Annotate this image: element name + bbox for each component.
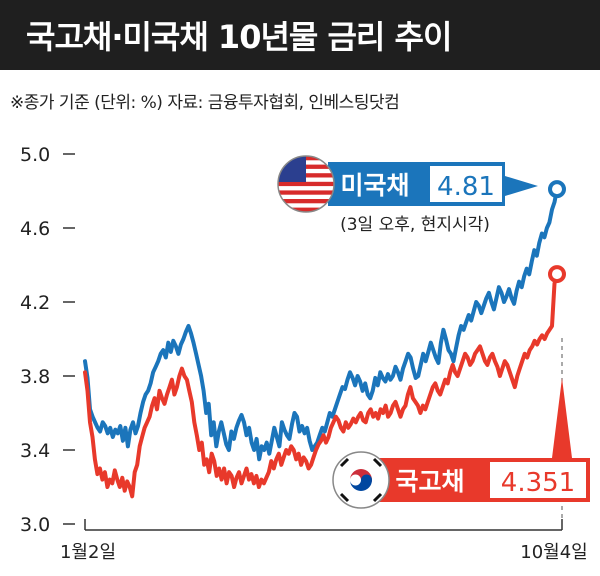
source-note: ※종가 기준 (단위: %) 자료: 금융투자협회, 인베스팅닷컴	[10, 93, 400, 113]
y-tick-label: 3.4	[20, 440, 50, 462]
us-flag-icon	[277, 155, 335, 213]
kr-end-value: 4.351	[501, 468, 575, 498]
x-label-start: 1월2일	[60, 542, 116, 563]
x-label-end: 10월4일	[520, 542, 587, 563]
y-tick-label: 5.0	[20, 144, 50, 166]
y-tick-label: 4.6	[20, 218, 50, 240]
us-end-value: 4.81	[437, 172, 495, 202]
kr-callout: 국고채 4.351	[372, 378, 590, 502]
kr-value-box	[490, 462, 586, 498]
y-axis: 3.0 3.4 3.8 4.2 4.6 5.0	[20, 144, 75, 536]
us-end-note: (3일 오후, 현지시각)	[340, 215, 490, 235]
kr-series-label: 국고채	[395, 467, 464, 496]
title-bar: 국고채·미국채 10년물 금리 추이	[0, 0, 600, 70]
us-callout: 미국채 4.81 (3일 오후, 현지시각)	[328, 162, 538, 235]
us-value-box	[430, 166, 502, 202]
series-end-marker-us	[548, 180, 566, 199]
us-series-label: 미국채	[340, 171, 409, 200]
chart-title: 국고채·미국채 10년물 금리 추이	[26, 18, 452, 56]
y-tick-label: 4.2	[20, 292, 50, 314]
series-end-marker-kr	[548, 265, 566, 284]
kr-flag-icon	[332, 451, 390, 509]
y-tick-label: 3.0	[20, 514, 50, 536]
series-line-kr	[83, 272, 559, 499]
x-axis: 1월2일 10월4일	[60, 519, 588, 563]
series-line-us	[83, 187, 559, 462]
y-tick-label: 3.8	[20, 366, 50, 388]
